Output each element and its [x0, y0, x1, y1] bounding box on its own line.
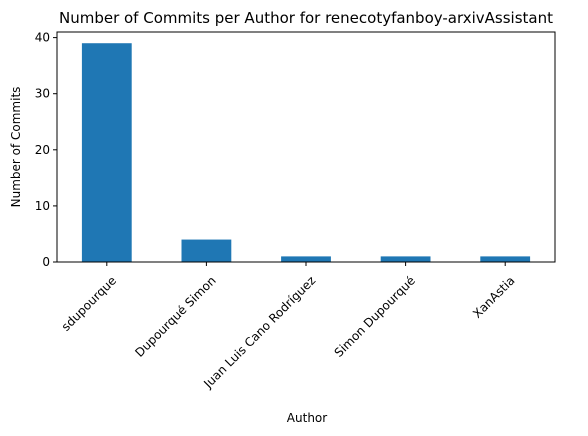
bar-5: [480, 256, 531, 262]
plot-frame: [56, 31, 556, 263]
y-tick-label: 40: [35, 31, 50, 45]
y-tick-label: 10: [35, 199, 50, 213]
x-tick-label: sdupourque: [59, 273, 119, 333]
bar-2: [181, 239, 232, 262]
bars-group: [81, 43, 531, 262]
y-tick-label: 30: [35, 87, 50, 101]
bar-4: [380, 256, 431, 262]
x-tick-label: Dupourqué Simon: [132, 273, 218, 359]
bar-3: [281, 256, 331, 262]
x-tick-label: Simon Dupourqué: [332, 273, 418, 359]
x-tick-label: Juan Luis Cano Rodríguez: [200, 273, 318, 391]
chart-title: Number of Commits per Author for renecot…: [59, 9, 553, 27]
y-axis-label: Number of Commits: [9, 87, 23, 208]
y-tick-label: 20: [35, 143, 50, 157]
x-axis-label: Author: [287, 411, 327, 425]
y-axis-ticks: 0 10 20 30 40: [35, 31, 57, 269]
y-tick-label: 0: [42, 255, 50, 269]
bar-1: [81, 43, 132, 262]
x-tick-label: XanAstia: [470, 273, 517, 320]
